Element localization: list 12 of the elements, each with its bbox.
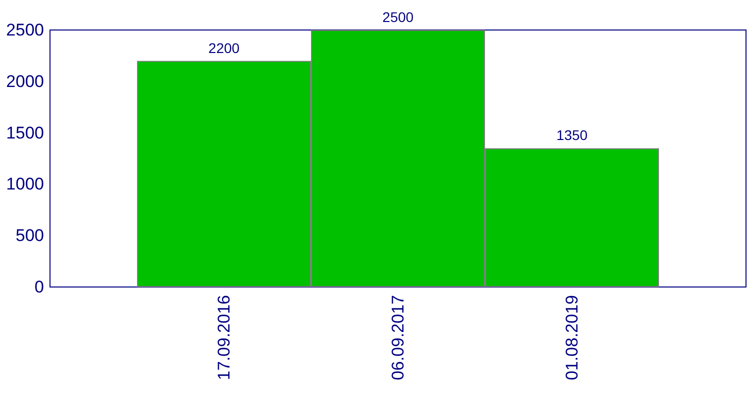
y-tick-label: 1500 xyxy=(6,123,44,142)
data-label: 2500 xyxy=(382,9,414,25)
x-tick-label: 17.09.2016 xyxy=(214,295,234,380)
y-tick-label: 1000 xyxy=(6,174,44,194)
y-tick-label: 2000 xyxy=(6,72,44,91)
y-tick-label: 2500 xyxy=(6,20,44,40)
data-label: 2200 xyxy=(208,40,240,56)
y-tick-label: 0 xyxy=(34,278,44,296)
x-tick-label: 01.08.2019 xyxy=(562,295,582,380)
data-label: 1350 xyxy=(556,127,588,144)
y-tick-label: 500 xyxy=(16,226,44,246)
x-tick-label: 06.09.2017 xyxy=(388,295,408,380)
